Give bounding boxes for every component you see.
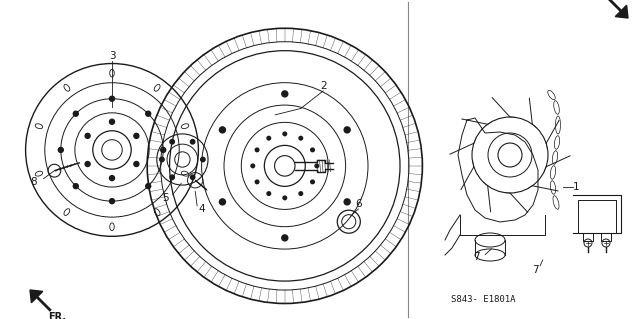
Circle shape [161, 147, 166, 152]
Text: 7: 7 [532, 264, 538, 275]
Circle shape [146, 184, 150, 189]
Circle shape [109, 96, 115, 101]
Circle shape [160, 157, 164, 162]
Circle shape [191, 140, 195, 144]
Text: FR.: FR. [48, 312, 66, 319]
Circle shape [134, 161, 139, 167]
Text: 8: 8 [30, 177, 36, 187]
Circle shape [267, 192, 271, 196]
Circle shape [191, 175, 195, 179]
Circle shape [255, 180, 259, 184]
Circle shape [58, 147, 63, 152]
Text: 7: 7 [474, 252, 480, 262]
Text: 2: 2 [320, 81, 326, 91]
Circle shape [344, 199, 350, 205]
Polygon shape [615, 5, 628, 18]
Circle shape [310, 180, 314, 184]
Text: 6: 6 [355, 199, 362, 209]
Circle shape [109, 175, 115, 181]
Circle shape [74, 184, 78, 189]
Circle shape [146, 111, 150, 116]
Circle shape [201, 157, 205, 162]
Circle shape [344, 127, 350, 133]
Circle shape [299, 192, 303, 196]
Text: S843- E1801A: S843- E1801A [451, 295, 515, 304]
Circle shape [220, 127, 225, 133]
Circle shape [170, 140, 174, 144]
Circle shape [109, 119, 115, 124]
Circle shape [267, 136, 271, 140]
Circle shape [283, 196, 287, 200]
Circle shape [85, 161, 90, 167]
Circle shape [315, 164, 319, 168]
Circle shape [170, 175, 174, 179]
Circle shape [282, 235, 288, 241]
Circle shape [283, 132, 287, 136]
Circle shape [220, 199, 225, 205]
Circle shape [310, 148, 314, 152]
Text: 4: 4 [198, 204, 205, 214]
Circle shape [85, 133, 90, 138]
Circle shape [255, 148, 259, 152]
Text: 1: 1 [573, 182, 579, 192]
Circle shape [251, 164, 255, 168]
Text: 3: 3 [109, 51, 115, 61]
Polygon shape [30, 290, 43, 303]
Circle shape [134, 133, 139, 138]
Text: 5: 5 [162, 193, 168, 203]
Circle shape [109, 199, 115, 204]
Circle shape [282, 91, 288, 97]
Circle shape [74, 111, 78, 116]
Circle shape [299, 136, 303, 140]
